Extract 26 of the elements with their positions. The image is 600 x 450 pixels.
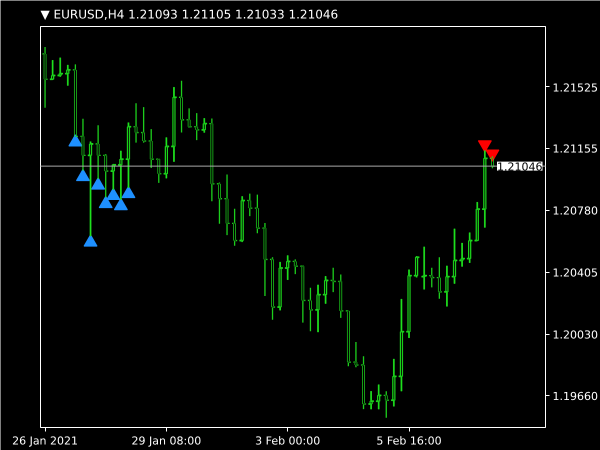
x-tick-label: 3 Feb 00:00 xyxy=(255,434,320,448)
ref-line-label: 1.21046 xyxy=(497,160,543,174)
point xyxy=(76,168,90,182)
point xyxy=(68,134,82,147)
y-tick-label: 1.20030 xyxy=(552,328,598,342)
point xyxy=(98,196,113,208)
chart-title: ▼ EURUSD,H4 1.21093 1.21105 1.21033 1.21046 xyxy=(40,8,338,22)
x-tick-label: 26 Jan 2021 xyxy=(12,434,78,448)
y-tick-label: 1.20405 xyxy=(552,266,598,280)
x-tick-label: 5 Feb 16:00 xyxy=(376,434,442,448)
candlestick xyxy=(421,246,427,290)
candlestick xyxy=(368,391,374,410)
point xyxy=(84,234,98,247)
point xyxy=(106,188,120,200)
point xyxy=(114,198,128,210)
candlestick xyxy=(88,141,94,236)
candlestick xyxy=(65,64,71,86)
candlestick xyxy=(57,58,63,77)
y-tick-label: 1.21155 xyxy=(552,142,598,156)
y-tick-label: 1.21525 xyxy=(552,81,598,94)
candlestick xyxy=(330,268,336,292)
point xyxy=(91,177,106,190)
x-tick-label: 29 Jan 08:00 xyxy=(132,434,202,448)
y-tick-label: 1.19660 xyxy=(552,390,598,403)
point xyxy=(121,186,136,198)
y-tick-label: 1.20780 xyxy=(552,204,598,218)
